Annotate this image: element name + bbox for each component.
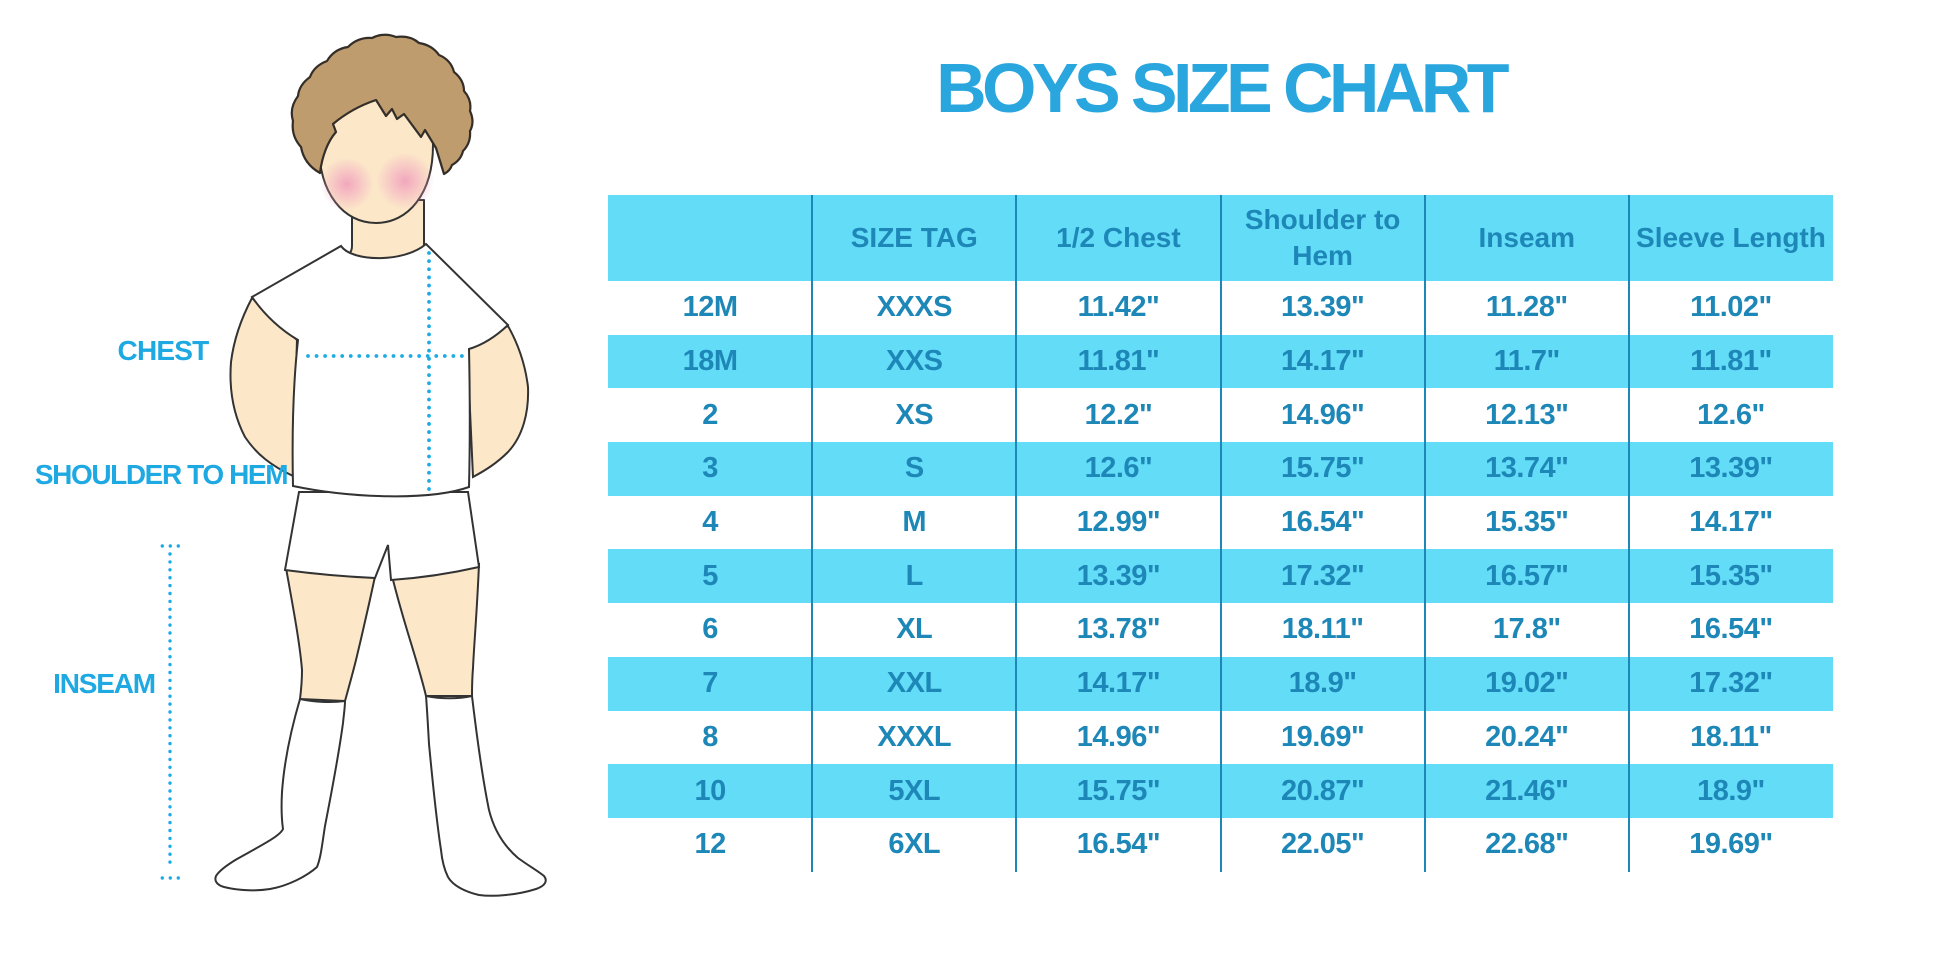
svg-text:INSEAM: INSEAM bbox=[53, 668, 155, 699]
svg-text:SHOULDER TO HEM: SHOULDER TO HEM bbox=[35, 459, 287, 490]
svg-text:CHEST: CHEST bbox=[118, 335, 210, 366]
